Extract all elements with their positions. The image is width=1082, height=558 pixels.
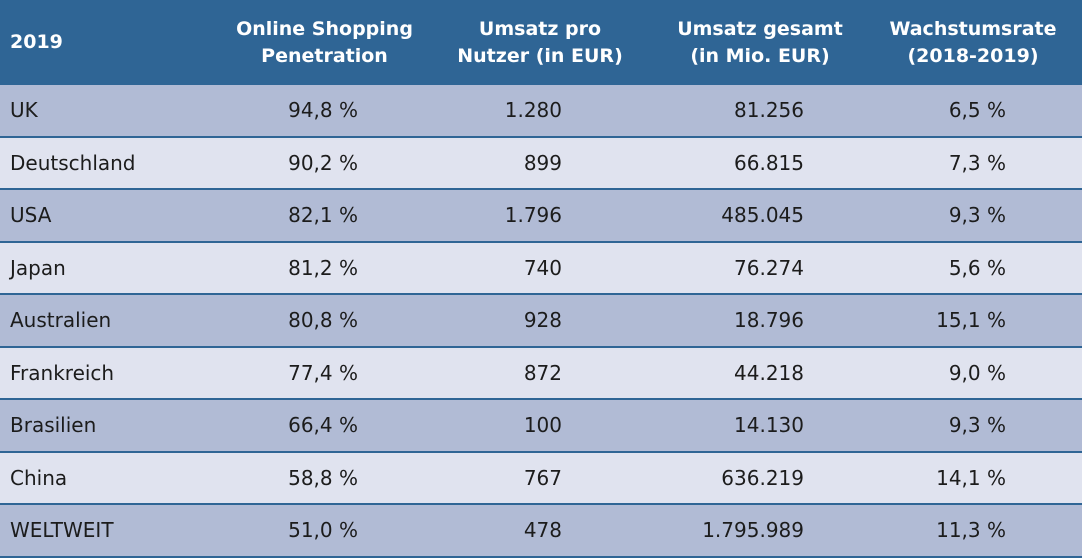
header-umsatz-pro-nutzer: Umsatz pro Nutzer (in EUR) bbox=[440, 0, 640, 85]
country-cell: Frankreich bbox=[10, 360, 115, 385]
penetration-cell: 94,8 % bbox=[288, 98, 358, 123]
table-row: Japan 81,2 % 740 76.274 5,6 % bbox=[0, 242, 1082, 295]
wachstumsrate-cell: 14,1 % bbox=[936, 465, 1006, 490]
header-year: 2019 bbox=[10, 0, 210, 85]
penetration-cell: 66,4 % bbox=[288, 413, 358, 438]
country-cell: China bbox=[10, 465, 68, 490]
umsatz-pro-nutzer-cell: 1.280 bbox=[504, 98, 562, 123]
wachstumsrate-cell: 6,5 % bbox=[948, 98, 1006, 123]
country-cell: Australien bbox=[10, 308, 112, 333]
penetration-cell: 80,8 % bbox=[288, 308, 358, 333]
table-row: WELTWEIT 51,0 % 478 1.795.989 11,3 % bbox=[0, 505, 1082, 558]
umsatz-pro-nutzer-cell: 899 bbox=[523, 150, 562, 175]
table-row: Frankreich 77,4 % 872 44.218 9,0 % bbox=[0, 347, 1082, 400]
umsatz-gesamt-cell: 76.274 bbox=[734, 255, 804, 280]
umsatz-gesamt-cell: 14.130 bbox=[734, 413, 804, 438]
country-cell: WELTWEIT bbox=[10, 518, 114, 543]
country-cell: Deutschland bbox=[10, 150, 136, 175]
wachstumsrate-cell: 15,1 % bbox=[936, 308, 1006, 333]
umsatz-pro-nutzer-cell: 740 bbox=[523, 255, 562, 280]
table-row: Brasilien 66,4 % 100 14.130 9,3 % bbox=[0, 400, 1082, 453]
wachstumsrate-cell: 9,3 % bbox=[948, 413, 1006, 438]
header-penetration: Online Shopping Penetration bbox=[228, 0, 421, 85]
umsatz-gesamt-cell: 44.218 bbox=[734, 360, 804, 385]
umsatz-pro-nutzer-cell: 478 bbox=[523, 518, 562, 543]
umsatz-pro-nutzer-cell: 928 bbox=[523, 308, 562, 333]
header-umsatz-gesamt: Umsatz gesamt (in Mio. EUR) bbox=[674, 0, 846, 85]
wachstumsrate-cell: 5,6 % bbox=[948, 255, 1006, 280]
country-cell: Brasilien bbox=[10, 413, 97, 438]
umsatz-pro-nutzer-cell: 1.796 bbox=[504, 203, 562, 228]
umsatz-gesamt-cell: 81.256 bbox=[734, 98, 804, 123]
penetration-cell: 77,4 % bbox=[288, 360, 358, 385]
country-cell: USA bbox=[10, 203, 52, 228]
country-cell: UK bbox=[10, 98, 38, 123]
penetration-cell: 82,1 % bbox=[288, 203, 358, 228]
table-row: Deutschland 90,2 % 899 66.815 7,3 % bbox=[0, 137, 1082, 190]
header-penetration-line1: Online Shopping bbox=[236, 17, 413, 40]
umsatz-gesamt-cell: 485.045 bbox=[721, 203, 804, 228]
wachstumsrate-cell: 9,3 % bbox=[948, 203, 1006, 228]
umsatz-gesamt-cell: 66.815 bbox=[734, 150, 804, 175]
header-umsatz-pro-nutzer-line2: Nutzer (in EUR) bbox=[457, 44, 623, 67]
penetration-cell: 58,8 % bbox=[288, 465, 358, 490]
umsatz-pro-nutzer-cell: 767 bbox=[523, 465, 562, 490]
wachstumsrate-cell: 9,0 % bbox=[948, 360, 1006, 385]
table-row: China 58,8 % 767 636.219 14,1 % bbox=[0, 452, 1082, 505]
header-wachstumsrate-line2: (2018-2019) bbox=[907, 44, 1039, 67]
wachstumsrate-cell: 11,3 % bbox=[936, 518, 1006, 543]
penetration-cell: 81,2 % bbox=[288, 255, 358, 280]
umsatz-pro-nutzer-cell: 100 bbox=[523, 413, 562, 438]
table-header: 2019 Online Shopping Penetration Umsatz … bbox=[0, 0, 1082, 85]
header-penetration-line2: Penetration bbox=[261, 44, 388, 67]
table-row: USA 82,1 % 1.796 485.045 9,3 % bbox=[0, 190, 1082, 243]
umsatz-pro-nutzer-cell: 872 bbox=[523, 360, 562, 385]
header-year-label: 2019 bbox=[10, 31, 63, 53]
penetration-cell: 51,0 % bbox=[288, 518, 358, 543]
header-wachstumsrate: Wachstumsrate (2018-2019) bbox=[876, 0, 1070, 85]
header-wachstumsrate-line1: Wachstumsrate bbox=[889, 17, 1057, 40]
umsatz-gesamt-cell: 18.796 bbox=[734, 308, 804, 333]
umsatz-gesamt-cell: 636.219 bbox=[721, 465, 804, 490]
header-umsatz-pro-nutzer-line1: Umsatz pro bbox=[478, 17, 602, 40]
table-row: Australien 80,8 % 928 18.796 15,1 % bbox=[0, 295, 1082, 348]
table-row: UK 94,8 % 1.280 81.256 6,5 % bbox=[0, 85, 1082, 138]
wachstumsrate-cell: 7,3 % bbox=[948, 150, 1006, 175]
penetration-cell: 90,2 % bbox=[288, 150, 358, 175]
country-cell: Japan bbox=[10, 255, 66, 280]
header-umsatz-gesamt-line1: Umsatz gesamt bbox=[677, 17, 843, 40]
header-umsatz-gesamt-line2: (in Mio. EUR) bbox=[690, 44, 830, 67]
umsatz-gesamt-cell: 1.795.989 bbox=[702, 518, 804, 543]
